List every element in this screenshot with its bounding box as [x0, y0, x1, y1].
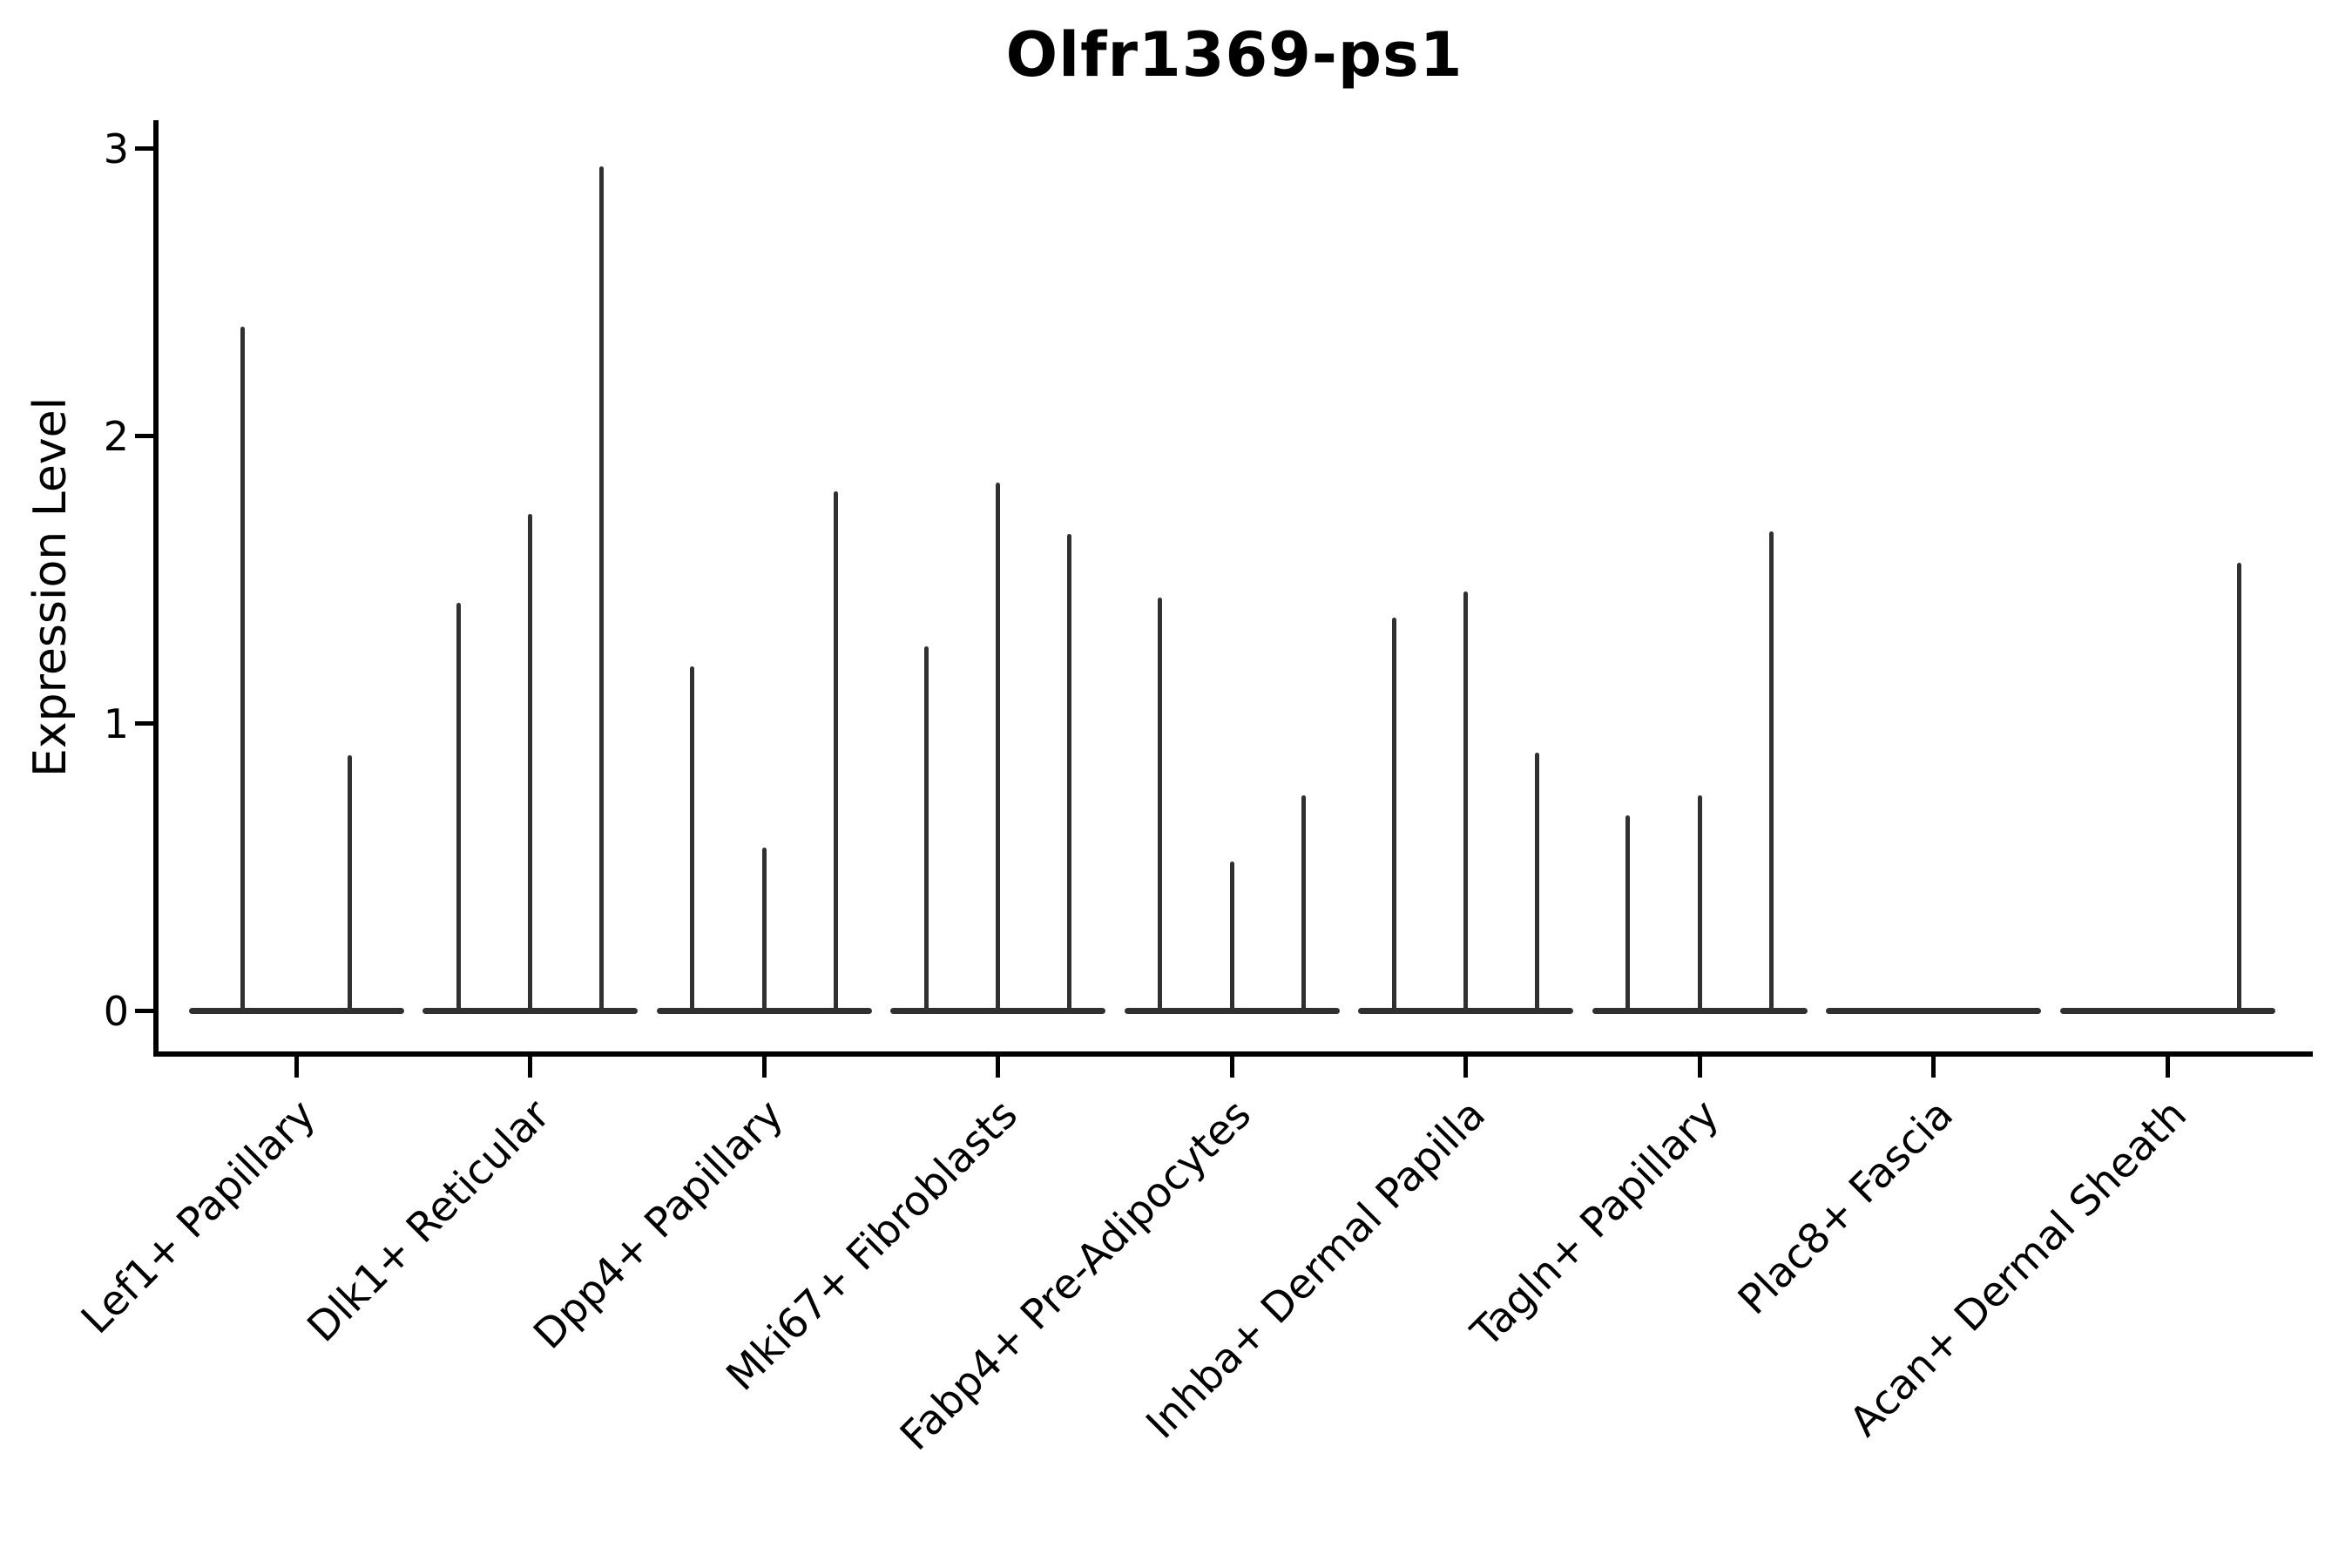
- y-tick-mark: [135, 146, 153, 152]
- violin-spike: [2236, 562, 2241, 1013]
- violin-spike: [240, 327, 245, 1013]
- violin-baseline: [2059, 1008, 2275, 1015]
- x-tick-label: Dlk1+ Reticular: [297, 1091, 559, 1352]
- violin-spike: [1391, 617, 1396, 1013]
- violin-spike: [761, 847, 767, 1013]
- x-tick-mark: [528, 1057, 532, 1078]
- violin-spike: [528, 513, 532, 1013]
- y-tick-mark: [135, 721, 153, 727]
- y-axis-spine: [153, 120, 159, 1057]
- y-tick-label: 0: [103, 987, 129, 1035]
- violin-spike: [348, 754, 353, 1013]
- violin-spike: [1768, 531, 1774, 1013]
- violin-spike: [923, 645, 929, 1013]
- x-tick-mark: [294, 1057, 299, 1078]
- x-tick-mark: [1931, 1057, 1936, 1078]
- y-tick-mark: [135, 1009, 153, 1014]
- violin-spike: [690, 666, 695, 1013]
- y-tick-label: 3: [103, 125, 129, 172]
- x-tick-mark: [996, 1057, 1000, 1078]
- violin-spike: [1625, 815, 1631, 1013]
- y-tick-label: 2: [103, 412, 129, 460]
- x-tick-label: Dpp4+ Papillary: [524, 1091, 793, 1359]
- violin-spike: [456, 603, 461, 1013]
- violin-spike: [1158, 597, 1163, 1013]
- violin-spike: [1463, 591, 1468, 1013]
- violin-spike: [1301, 795, 1306, 1013]
- violin-spike: [1229, 862, 1234, 1013]
- violin-spike: [1697, 795, 1702, 1013]
- y-tick-label: 1: [103, 700, 129, 747]
- violin-spike: [1535, 752, 1540, 1013]
- violin-spike: [996, 482, 1000, 1013]
- x-tick-label: Lef1+ Papillary: [71, 1091, 325, 1343]
- x-axis-spine: [153, 1051, 2313, 1057]
- violin-spike: [833, 490, 838, 1013]
- x-tick-mark: [1229, 1057, 1234, 1078]
- x-tick-mark: [2165, 1057, 2170, 1078]
- y-tick-mark: [135, 434, 153, 439]
- x-tick-label: Tagln+ Papillary: [1462, 1091, 1728, 1357]
- x-tick-label: Plac8+ Fascia: [1728, 1091, 1963, 1324]
- x-tick-mark: [1697, 1057, 1702, 1078]
- chart-title: Olfr1369-ps1: [1005, 19, 1463, 91]
- x-tick-mark: [1463, 1057, 1468, 1078]
- violin-baseline: [188, 1008, 404, 1015]
- violin-spike: [1067, 533, 1072, 1013]
- x-tick-mark: [761, 1057, 767, 1078]
- violin-spike: [599, 166, 605, 1013]
- violin-baseline: [1826, 1008, 2041, 1015]
